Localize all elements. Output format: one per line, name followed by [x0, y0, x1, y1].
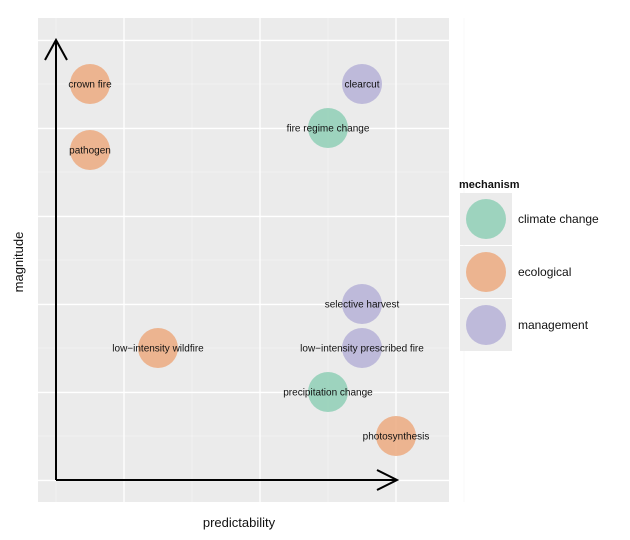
legend-entry-label: ecological — [518, 265, 571, 279]
data-point — [308, 108, 348, 148]
x-axis-label: predictability — [203, 515, 276, 530]
data-point — [342, 284, 382, 324]
point-label: fire regime change — [287, 124, 370, 135]
legend-entry-label: climate change — [518, 212, 599, 226]
data-point — [70, 64, 110, 104]
data-point — [138, 328, 178, 368]
data-point — [70, 130, 110, 170]
point-label: clearcut — [344, 80, 379, 91]
y-axis-label: magnitude — [11, 232, 26, 293]
legend-title: mechanism — [459, 179, 520, 191]
legend: mechanism climate change ecological manage… — [459, 179, 599, 351]
point-label: crown fire — [68, 80, 112, 91]
legend-key-swatch — [466, 252, 506, 292]
legend-entry-label: management — [518, 318, 589, 332]
axis-arrows — [44, 37, 400, 491]
point-label: precipitation change — [283, 388, 373, 399]
legend-key-swatch — [466, 199, 506, 239]
point-label: low−intensity wildfire — [112, 344, 204, 355]
y-axis-arrowhead — [44, 37, 68, 61]
x-axis-arrowhead — [376, 469, 400, 491]
point-label: photosynthesis — [363, 432, 430, 443]
data-point — [342, 328, 382, 368]
labels-layer: crown fire pathogen clearcut fire regime ch… — [68, 80, 429, 443]
legend-keys: climate change ecological management — [460, 193, 599, 351]
point-label: pathogen — [69, 146, 111, 157]
data-point — [342, 64, 382, 104]
point-label: selective harvest — [325, 300, 400, 311]
legend-key-swatch — [466, 305, 506, 345]
points-layer — [70, 64, 416, 456]
data-point — [376, 416, 416, 456]
point-label: low−intensity prescribed fire — [300, 344, 424, 355]
data-point — [308, 372, 348, 412]
